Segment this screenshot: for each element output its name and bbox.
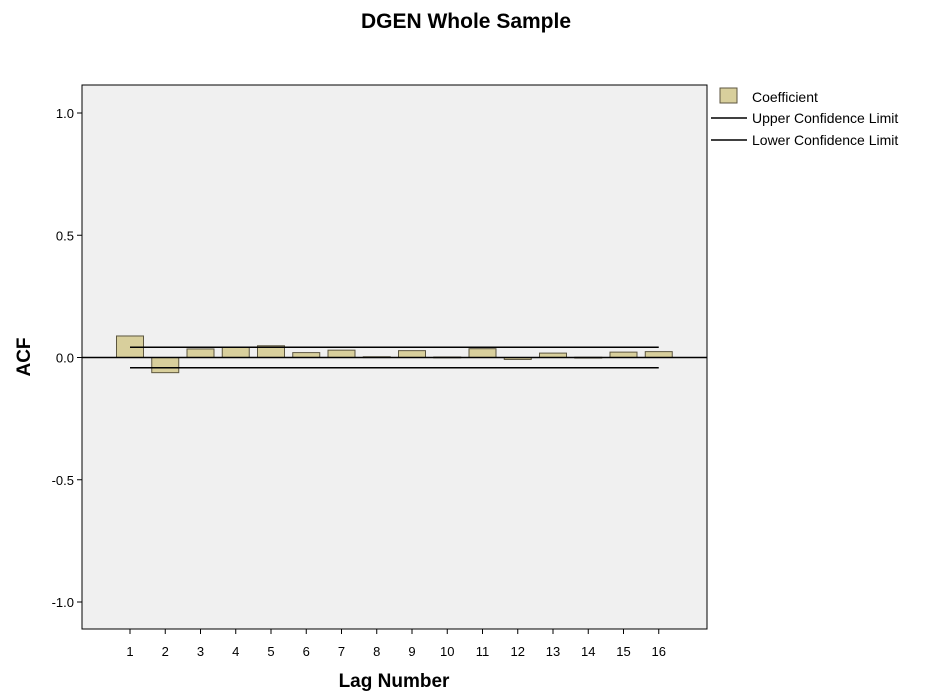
x-tick-label: 8 [373, 644, 380, 659]
x-tick-label: 9 [408, 644, 415, 659]
legend-coefficient-label: Coefficient [752, 89, 818, 105]
y-tick-label: -0.5 [52, 473, 74, 488]
legend-upper-label: Upper Confidence Limit [752, 110, 898, 126]
acf-bar-lag-4 [221, 346, 250, 359]
acf-bar-lag-7 [327, 349, 356, 359]
acf-bar-lag-2 [151, 357, 180, 374]
x-tick-label: 14 [581, 644, 595, 659]
x-tick-label: 16 [652, 644, 666, 659]
x-tick-label: 12 [511, 644, 525, 659]
x-tick-label: 11 [476, 644, 490, 659]
y-tick-label: 0.0 [56, 351, 74, 366]
x-axis-ticks: 1 2 3 4 5 6 7 8 9 10 11 12 13 14 15 16 [126, 629, 666, 659]
y-tick-label: 1.0 [56, 106, 74, 121]
confidence-limits-layer [130, 346, 659, 369]
acf-bar-lag-15 [609, 351, 638, 358]
y-axis-ticks: 1.0 0.5 0.0 -0.5 -1.0 [52, 106, 82, 610]
x-tick-label: 4 [232, 644, 239, 659]
x-tick-label: 2 [162, 644, 169, 659]
y-tick-label: -1.0 [52, 595, 74, 610]
x-tick-label: 6 [303, 644, 310, 659]
x-tick-label: 1 [126, 644, 133, 659]
x-tick-label: 10 [440, 644, 454, 659]
legend-coefficient-swatch [719, 87, 738, 104]
acf-bar-lag-3 [186, 348, 215, 359]
x-tick-label: 13 [546, 644, 560, 659]
acf-bar-lag-9 [398, 350, 426, 358]
acf-bar-lag-11 [468, 348, 497, 359]
x-tick-label: 3 [197, 644, 204, 659]
x-tick-label: 15 [616, 644, 630, 659]
chart-title: DGEN Whole Sample [361, 10, 571, 33]
y-tick-label: 0.5 [56, 228, 74, 243]
x-tick-label: 7 [338, 644, 345, 659]
legend: Coefficient Upper Confidence Limit Lower… [711, 87, 898, 148]
legend-lower-label: Lower Confidence Limit [752, 132, 898, 148]
x-tick-label: 5 [267, 644, 274, 659]
acf-bar-lag-16 [644, 351, 673, 359]
y-axis-title: ACF [14, 337, 35, 376]
x-axis-title: Lag Number [339, 671, 450, 692]
